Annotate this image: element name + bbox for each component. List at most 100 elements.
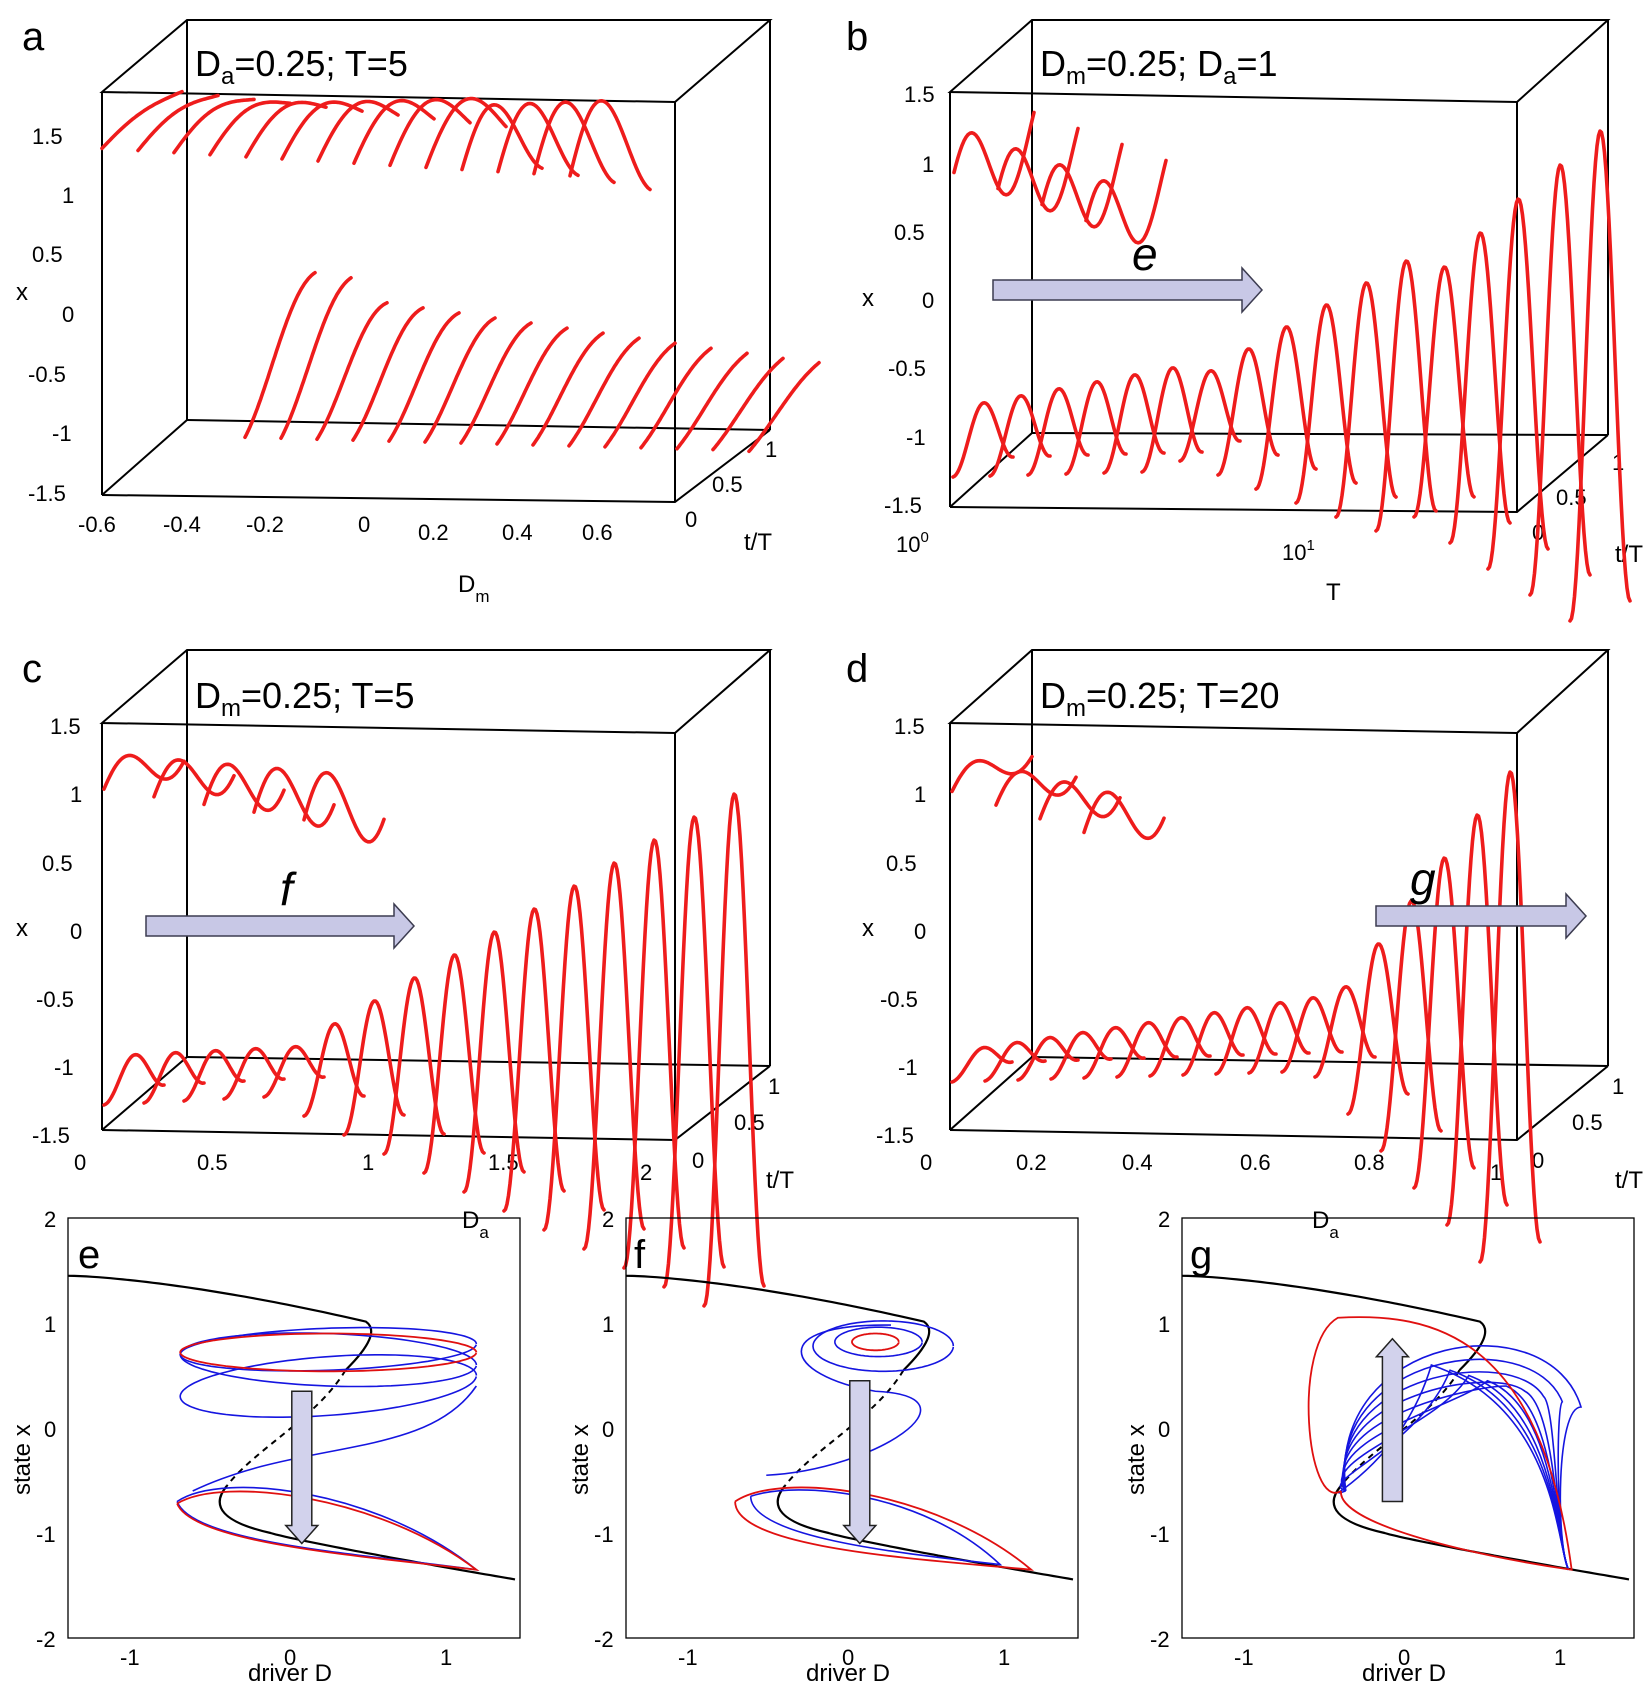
- blue-trajectory: [1342, 1381, 1568, 1570]
- y-tick: 1: [914, 782, 926, 807]
- curve-lower: [533, 333, 603, 445]
- panel-letter: d: [846, 647, 868, 691]
- y-ticks: 1.5 1 0.5 0 -0.5 -1 -1.5: [28, 124, 74, 506]
- y-tick: 1: [70, 782, 82, 807]
- y-ticks: 2 1 0 -1 -2: [1150, 1207, 1170, 1652]
- y-axis-label: state x: [9, 1424, 36, 1495]
- box-edge: [950, 1066, 1608, 1140]
- z-axis-label: t/T: [1615, 541, 1643, 568]
- y-tick: -0.5: [880, 987, 918, 1012]
- curve-lower: [1150, 1018, 1210, 1076]
- box-edge: [102, 420, 187, 495]
- up-arrow-icon: [1376, 1339, 1408, 1502]
- curves-a: [102, 92, 819, 452]
- panel-f: f 2 1 0 -1 -2 -1 0 1 driver D state x: [567, 1207, 1078, 1681]
- arrow-label: g: [1410, 853, 1436, 905]
- z-tick: 0: [692, 1148, 704, 1173]
- x-tick: 100: [896, 529, 929, 557]
- panel-b: b Dm=0.25; Da=1 1.5 1 0.5 0 -0.5 -1 -1.5…: [846, 15, 1643, 621]
- plot-f: [626, 1276, 1073, 1580]
- x-tick: 0: [920, 1150, 932, 1175]
- red-orbit: [177, 1491, 476, 1569]
- curve-lower: [1249, 1003, 1309, 1073]
- curve-lower: [245, 273, 315, 438]
- y-axis-label: x: [862, 285, 874, 312]
- z-axis-label: t/T: [766, 1167, 794, 1194]
- box-a: [102, 20, 770, 502]
- x-tick: 1: [998, 1645, 1010, 1670]
- z-tick: 0: [685, 507, 697, 532]
- curve-lower: [713, 358, 783, 449]
- panel-title: Dm=0.25; Da=1: [1040, 43, 1278, 90]
- x-tick: 0.6: [1240, 1150, 1271, 1175]
- z-tick: 0.5: [734, 1110, 765, 1135]
- y-tick: 0: [914, 919, 926, 944]
- y-tick: -1: [906, 425, 926, 450]
- z-tick: 1: [1612, 1074, 1624, 1099]
- z-ticks: 0 0.5 1: [692, 1074, 780, 1173]
- x-axis-label: driver D: [1362, 1660, 1446, 1681]
- curve-lower: [1480, 772, 1540, 1262]
- curve-lower: [1216, 1008, 1276, 1074]
- panel-letter: e: [78, 1233, 100, 1277]
- x-axis-label: Dm: [458, 571, 490, 606]
- blue-trajectory: [1343, 1382, 1568, 1569]
- curve-lower: [952, 1048, 1012, 1083]
- red-orbit: [735, 1487, 1031, 1569]
- blue-orbit: [813, 1321, 953, 1371]
- curve-lower: [1381, 901, 1441, 1151]
- x-tick: -0.4: [163, 512, 201, 537]
- curve-lower: [569, 338, 639, 446]
- y-tick: -1: [54, 1055, 74, 1080]
- curve-lower: [281, 278, 351, 438]
- panel-letter: c: [22, 647, 42, 691]
- x-tick: -1: [120, 1645, 140, 1670]
- curve-lower: [749, 363, 819, 452]
- curve-lower: [1117, 1023, 1177, 1077]
- y-tick: -1: [1150, 1522, 1170, 1547]
- equilibrium-upper: [1182, 1276, 1485, 1370]
- curve-lower: [1530, 165, 1590, 595]
- curve-lower: [544, 886, 604, 1230]
- x-tick: 0: [74, 1150, 86, 1175]
- panel-letter: b: [846, 15, 868, 59]
- box-edge: [950, 1057, 1032, 1130]
- curve-lower: [584, 863, 644, 1249]
- curves-d: [952, 757, 1540, 1262]
- y-tick: 0: [44, 1417, 56, 1442]
- x-ticks: 0 0.5 1 1.5 2: [74, 1150, 652, 1185]
- x-tick: 1: [1554, 1645, 1566, 1670]
- y-tick: 2: [602, 1207, 614, 1232]
- curve-lower: [424, 955, 484, 1173]
- y-axis-label: state x: [567, 1424, 594, 1495]
- equilibrium-unstable: [785, 1370, 903, 1486]
- y-tick: 1.5: [904, 82, 935, 107]
- box-d: [950, 650, 1608, 1140]
- x-axis-label: driver D: [806, 1660, 890, 1681]
- blue-orbit: [835, 1327, 922, 1356]
- y-tick: -1: [36, 1522, 56, 1547]
- curve-upper: [952, 757, 1032, 792]
- z-tick: 1: [768, 1074, 780, 1099]
- y-tick: -1.5: [32, 1123, 70, 1148]
- down-arrow-icon: [286, 1391, 318, 1543]
- y-tick: 0.5: [32, 242, 63, 267]
- y-tick: -1: [52, 421, 72, 446]
- curve-lower: [353, 308, 423, 440]
- blue-orbit: [177, 1487, 476, 1569]
- z-tick: 0.5: [1572, 1110, 1603, 1135]
- y-axis-label: x: [862, 915, 874, 942]
- y-tick: -1: [898, 1055, 918, 1080]
- x-tick: 0.4: [1122, 1150, 1153, 1175]
- panel-c: c Dm=0.25; T=5 1.5 1 0.5 0 -0.5 -1 -1.5 …: [16, 647, 794, 1306]
- x-tick: 0.6: [582, 520, 613, 545]
- box-edge: [1032, 1057, 1608, 1066]
- y-tick: 1: [62, 183, 74, 208]
- curve-lower: [1376, 261, 1436, 531]
- x-ticks: 100 101: [896, 529, 1315, 565]
- blue-transient: [193, 1386, 477, 1491]
- y-ticks: 1.5 1 0.5 0 -0.5 -1 -1.5: [32, 714, 82, 1148]
- y-tick: -0.5: [28, 362, 66, 387]
- x-tick: 0: [358, 512, 370, 537]
- y-tick: 0.5: [894, 220, 925, 245]
